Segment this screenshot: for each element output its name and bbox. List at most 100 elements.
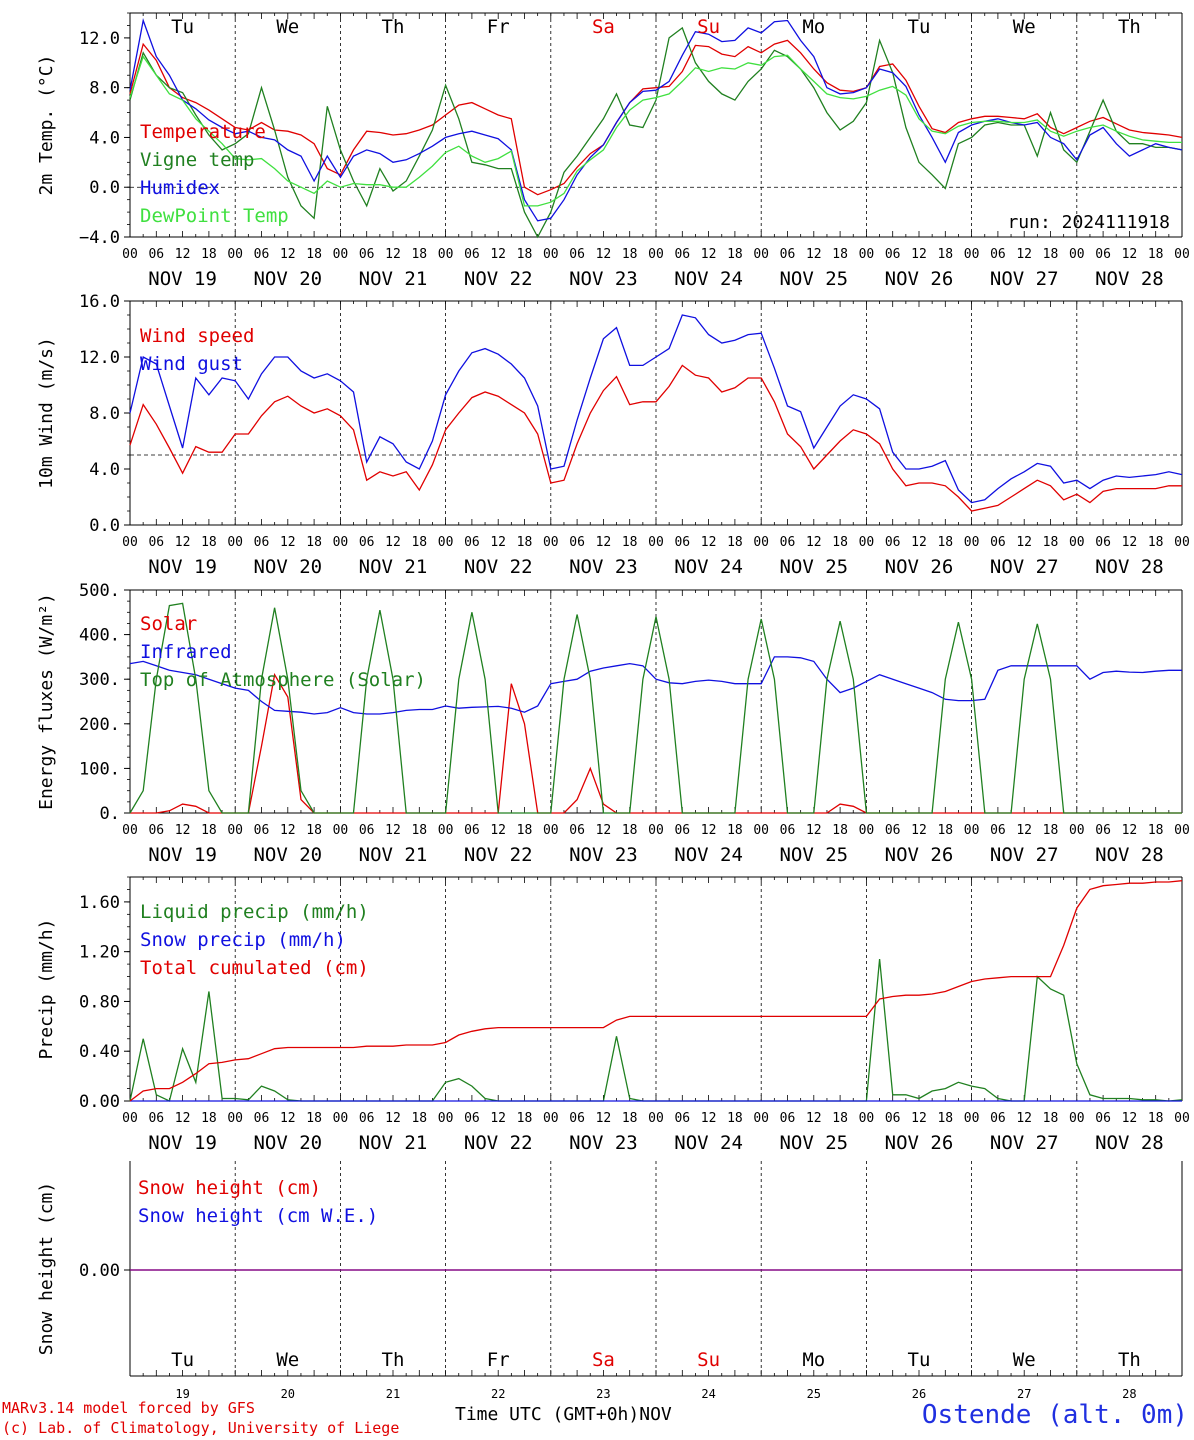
hour-tick-label: 12 <box>1122 1111 1138 1126</box>
y-tick-label: 16.0 <box>79 292 120 312</box>
hour-tick-label: 12 <box>596 823 612 838</box>
hour-tick-label: 12 <box>280 1111 296 1126</box>
hour-tick-label: 12 <box>911 823 927 838</box>
date-label: NOV 27 <box>990 556 1059 578</box>
y-axis-label: 10m Wind (m/s) <box>36 337 57 489</box>
y-tick-label: 400. <box>79 626 120 646</box>
panel-4: 0.00 0.40 0.80 1.20 1.60 Precip (mm/h) Liquid … <box>36 876 1190 1154</box>
hour-tick-label: 18 <box>201 823 217 838</box>
hour-tick-label: 00 <box>1069 823 1085 838</box>
weekday-label-bottom: Tu <box>171 1349 194 1371</box>
date-label: NOV 28 <box>1095 844 1164 866</box>
legend-entry: Liquid precip (mm/h) <box>140 901 369 923</box>
y-axis-label: 2m Temp. (°C) <box>36 55 57 196</box>
date-label: NOV 25 <box>779 844 848 866</box>
legend-entry: Total cumulated (cm) <box>140 957 369 979</box>
date-label: NOV 27 <box>990 844 1059 866</box>
hour-tick-label: 00 <box>543 1111 559 1126</box>
date-label: NOV 28 <box>1095 1132 1164 1154</box>
hour-tick-label: 18 <box>727 1111 743 1126</box>
hour-tick-label: 12 <box>175 823 191 838</box>
hour-tick-label: 12 <box>911 247 927 262</box>
y-tick-label: 0.00 <box>79 1261 120 1281</box>
x-axis-title-text: Time UTC (GMT+0h) <box>455 1404 640 1425</box>
hour-tick-label: 12 <box>490 247 506 262</box>
hour-tick-label: 12 <box>596 535 612 550</box>
date-label: NOV 23 <box>569 268 638 290</box>
hour-tick-label: 06 <box>1095 535 1111 550</box>
hour-tick-label: 00 <box>227 247 243 262</box>
hour-tick-label: 06 <box>885 1111 901 1126</box>
x-axis-title: Time UTC (GMT+0h)NOV <box>455 1404 672 1425</box>
hour-tick-label: 12 <box>490 535 506 550</box>
hour-tick-label: 00 <box>122 823 138 838</box>
hour-tick-label: 12 <box>385 1111 401 1126</box>
y-tick-label: 8.0 <box>89 404 120 424</box>
hour-tick-label: 18 <box>517 247 533 262</box>
legend-entry: Humidex <box>140 177 220 199</box>
hour-tick-label: 18 <box>306 823 322 838</box>
hour-tick-label: 12 <box>280 247 296 262</box>
hour-tick-label: 18 <box>306 535 322 550</box>
hour-tick-label: 00 <box>122 535 138 550</box>
date-label: NOV 26 <box>885 268 954 290</box>
hour-tick-label: 18 <box>622 1111 638 1126</box>
y-tick-label: 1.20 <box>79 943 120 963</box>
y-tick-label: 0. <box>100 804 120 824</box>
y-axis-label: Energy fluxes (W/m²) <box>36 593 57 810</box>
date-label: NOV 28 <box>1095 556 1164 578</box>
date-label: NOV 19 <box>148 556 217 578</box>
y-tick-label: 4.0 <box>89 128 120 148</box>
hour-tick-label: 06 <box>990 1111 1006 1126</box>
y-tick-label: 0.0 <box>89 516 120 536</box>
hour-tick-label: 00 <box>964 535 980 550</box>
hour-tick-label: 18 <box>937 535 953 550</box>
hour-tick-label: 06 <box>359 823 375 838</box>
hour-tick-label: 06 <box>990 823 1006 838</box>
y-tick-label: 12.0 <box>79 29 120 49</box>
y-tick-label: 8.0 <box>89 79 120 99</box>
series-line-1 <box>130 672 1182 814</box>
date-label: NOV 22 <box>464 268 533 290</box>
y-tick-label: 500. <box>79 581 120 601</box>
y-axis-label: Precip (mm/h) <box>36 919 57 1060</box>
panel-5: 0.00 Snow height (cm) Snow height (cm) Snow… <box>36 1161 1183 1401</box>
legend-entry: Snow height (cm) <box>138 1177 321 1199</box>
hour-tick-label: 06 <box>674 535 690 550</box>
hour-tick-label: 06 <box>990 535 1006 550</box>
hour-tick-label: 06 <box>464 247 480 262</box>
date-label: NOV 19 <box>148 1132 217 1154</box>
hour-tick-label: 00 <box>1069 1111 1085 1126</box>
day-number-label: 23 <box>596 1387 610 1401</box>
hour-tick-label: 12 <box>385 535 401 550</box>
date-label: NOV 24 <box>674 844 743 866</box>
hour-tick-label: 12 <box>1122 535 1138 550</box>
hour-tick-label: 06 <box>359 535 375 550</box>
hour-tick-label: 00 <box>333 247 349 262</box>
hour-tick-label: 00 <box>333 823 349 838</box>
hour-tick-label: 00 <box>648 247 664 262</box>
hour-tick-label: 12 <box>280 535 296 550</box>
hour-tick-label: 00 <box>753 823 769 838</box>
hour-tick-label: 12 <box>175 247 191 262</box>
hour-tick-label: 00 <box>438 1111 454 1126</box>
date-label: NOV 19 <box>148 268 217 290</box>
series-line-1 <box>129 39 1183 196</box>
hour-tick-label: 12 <box>490 1111 506 1126</box>
date-label: NOV 24 <box>674 556 743 578</box>
hour-tick-label: 12 <box>1122 823 1138 838</box>
series-line-2 <box>129 656 1182 715</box>
legend-entry: Top of Atmosphere (Solar) <box>140 669 426 691</box>
y-tick-label: 200. <box>79 715 120 735</box>
hour-tick-label: 00 <box>122 247 138 262</box>
hour-tick-label: 06 <box>464 1111 480 1126</box>
series-line-1 <box>129 364 1182 512</box>
y-tick-label: 100. <box>79 759 120 779</box>
hour-tick-label: 06 <box>674 823 690 838</box>
date-label: NOV 23 <box>569 556 638 578</box>
panel-2: 0.0 4.0 8.0 12.0 16.0 10m Wind (m/s) Wind spee… <box>36 292 1190 578</box>
weekday-label-bottom: Mo <box>802 1349 825 1371</box>
hour-tick-label: 06 <box>254 535 270 550</box>
weekday-label-bottom: We <box>276 1349 299 1371</box>
date-label: NOV 27 <box>990 1132 1059 1154</box>
